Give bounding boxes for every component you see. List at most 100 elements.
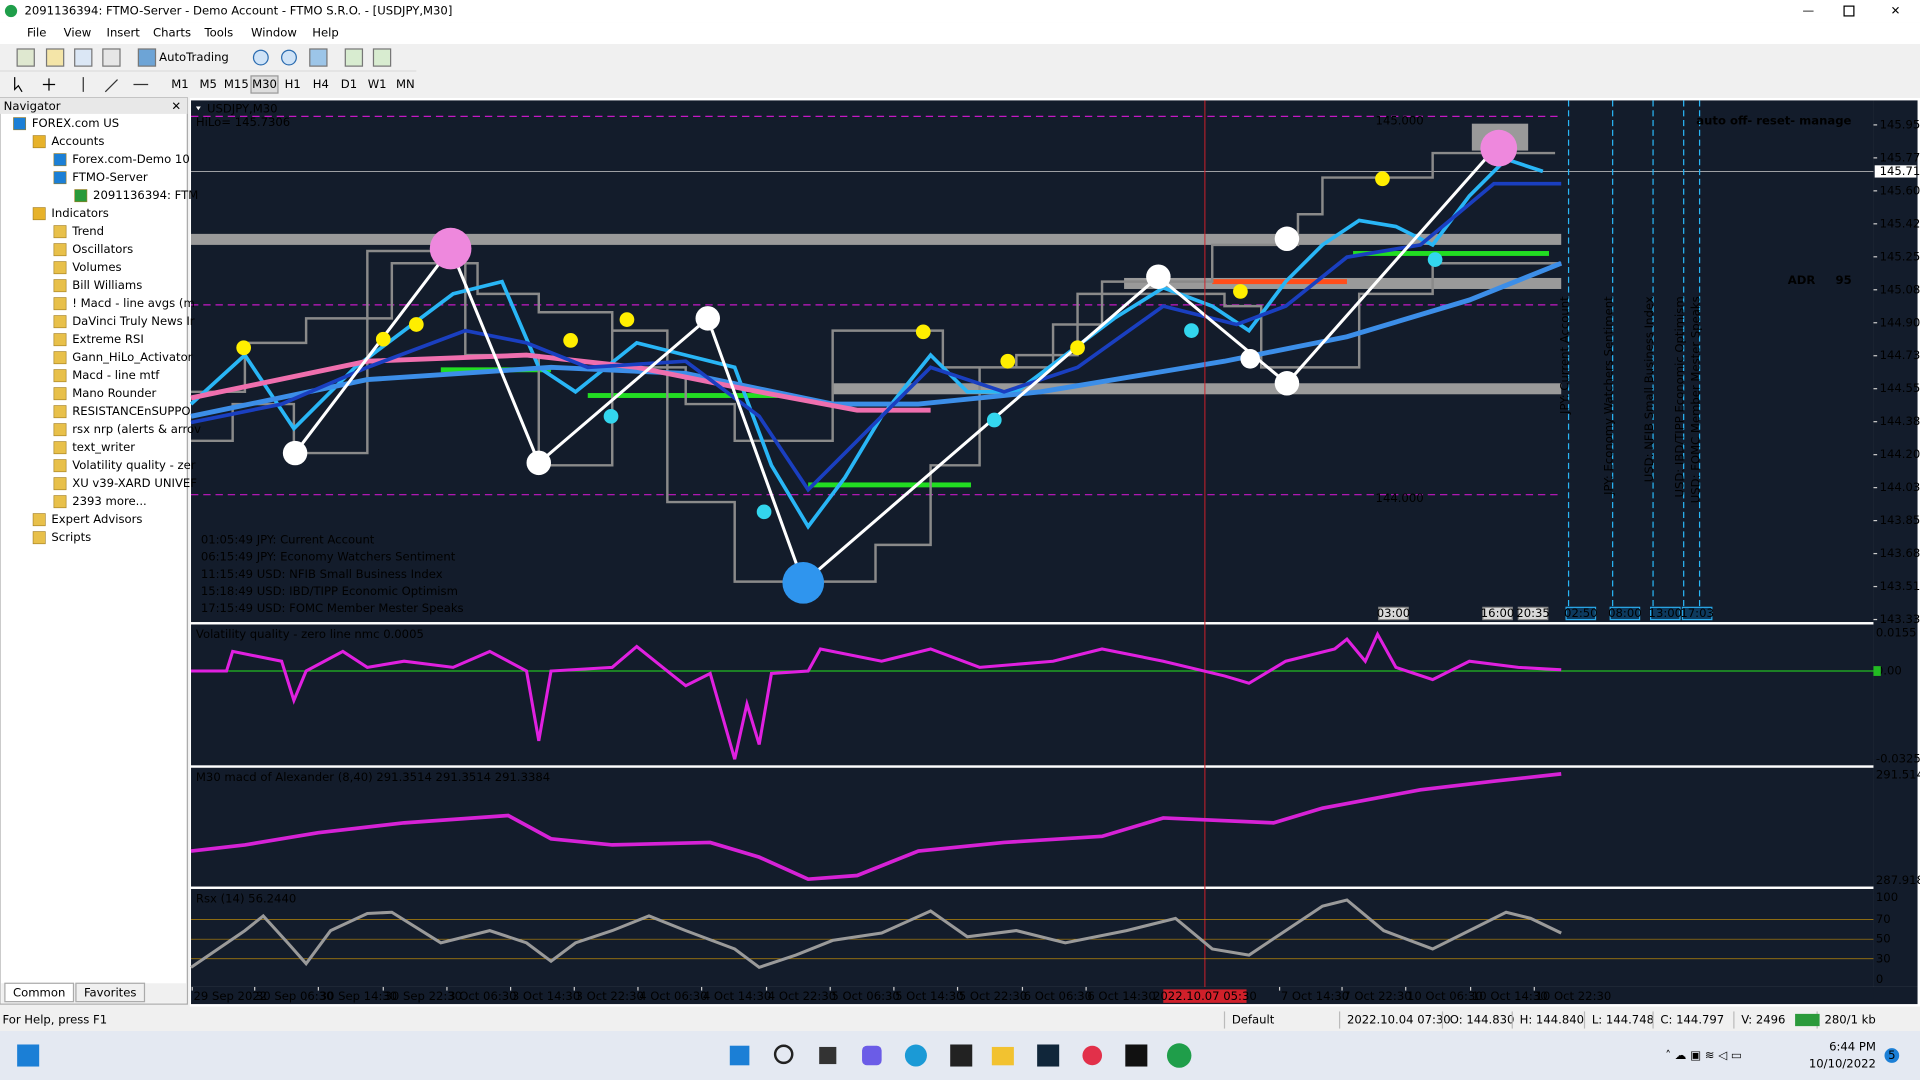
timeframe-button[interactable]: H1 bbox=[285, 77, 301, 91]
tree-item[interactable]: Forex.com-Demo 10 bbox=[72, 152, 189, 166]
tree-icon bbox=[53, 495, 67, 509]
timeframe-button[interactable]: M15 bbox=[224, 77, 249, 91]
tree-item[interactable]: Extreme RSI bbox=[72, 332, 144, 346]
tree-item[interactable]: Macd - line mtf bbox=[72, 368, 160, 382]
circle bbox=[1480, 129, 1518, 167]
tree-item[interactable]: RESISTANCEnSUPPO bbox=[72, 404, 190, 418]
event-label: USD: FOMC Member Mester Speaks bbox=[1688, 296, 1702, 503]
navigator-close[interactable]: ✕ bbox=[171, 99, 181, 113]
menu-item[interactable]: View bbox=[64, 26, 92, 40]
tree-item[interactable]: Oscillators bbox=[72, 242, 133, 256]
close[interactable]: ✕ bbox=[1891, 4, 1901, 18]
tree-item[interactable]: Scripts bbox=[51, 530, 91, 544]
taskbar-icons[interactable] bbox=[17, 1043, 1900, 1068]
price-label: 143.510 bbox=[1880, 579, 1920, 593]
price-label: 144.905 bbox=[1880, 315, 1920, 329]
tree-item[interactable]: Gann_HiLo_Activator bbox=[72, 350, 192, 364]
time-label: 10 Oct 14:30 bbox=[1472, 989, 1548, 1003]
volatility-panel bbox=[191, 624, 1874, 766]
circle bbox=[619, 312, 635, 327]
event-time-box bbox=[1565, 606, 1597, 621]
time-label: 6 Oct 14:30 bbox=[1087, 989, 1155, 1003]
minimize[interactable]: — bbox=[1802, 4, 1814, 18]
time-label: 5 Oct 22:30 bbox=[959, 989, 1027, 1003]
tree-icon bbox=[53, 279, 67, 293]
tree-item[interactable]: Volumes bbox=[72, 260, 121, 274]
adr-value: 95 bbox=[1836, 273, 1852, 287]
tree-icon bbox=[53, 369, 67, 383]
tree-item[interactable]: rsx nrp (alerts & arrov bbox=[72, 422, 201, 436]
menu-item[interactable]: Tools bbox=[203, 26, 233, 40]
menu-item[interactable]: Window bbox=[251, 26, 297, 40]
tree-item[interactable]: DaVinci Truly News Ir bbox=[72, 314, 195, 328]
autotrading-button[interactable]: AutoTrading bbox=[159, 50, 229, 64]
event-time: 08:00 bbox=[1608, 606, 1642, 620]
event-time-box bbox=[1482, 606, 1513, 621]
rect bbox=[137, 48, 157, 67]
tree-icon bbox=[53, 477, 67, 491]
tree-item[interactable]: XU v39-XARD UNIVEF bbox=[72, 476, 197, 490]
timeframe-button[interactable]: W1 bbox=[368, 77, 387, 91]
price-label: 143.855 bbox=[1880, 513, 1920, 527]
vq-zero-box bbox=[1873, 666, 1881, 676]
rect bbox=[191, 233, 1562, 245]
tree-item[interactable]: Accounts bbox=[51, 134, 104, 148]
circle bbox=[429, 227, 472, 270]
timeframe-button[interactable]: M30 bbox=[252, 77, 277, 91]
status-field: H: 144.840 bbox=[1520, 1013, 1584, 1027]
time-label: 5 Oct 14:30 bbox=[895, 989, 963, 1003]
time-label: 3 Oct 14:30 bbox=[512, 989, 580, 1003]
path bbox=[42, 78, 56, 91]
tree-item[interactable]: 2393 more... bbox=[72, 494, 146, 508]
timeframe-button[interactable]: M1 bbox=[171, 77, 188, 91]
tree-item[interactable]: 2091136394: FTM bbox=[93, 188, 198, 202]
rect bbox=[729, 1045, 750, 1066]
time-label: 30 Sep 06:30 bbox=[256, 989, 334, 1003]
news-item: 06:15:49 JPY: Economy Watchers Sentiment bbox=[201, 550, 456, 564]
tree-item[interactable]: Mano Rounder bbox=[72, 386, 156, 400]
current-price-box bbox=[1874, 165, 1917, 178]
maximize[interactable] bbox=[1843, 5, 1855, 17]
rsx-levels bbox=[191, 919, 1874, 960]
timeframe-active bbox=[250, 75, 279, 94]
rect bbox=[102, 48, 121, 67]
tree-item[interactable]: FTMO-Server bbox=[72, 170, 148, 184]
menu-item[interactable]: Insert bbox=[107, 26, 141, 40]
menu-item[interactable]: File bbox=[27, 26, 46, 40]
circle bbox=[408, 317, 424, 332]
event-time: 17:03 bbox=[1680, 606, 1714, 620]
circle bbox=[1427, 252, 1443, 267]
chart bbox=[189, 100, 1918, 1005]
tab-label[interactable]: Favorites bbox=[84, 986, 137, 1000]
menu-item[interactable]: Help bbox=[312, 26, 339, 40]
tab[interactable] bbox=[4, 982, 75, 1003]
price-path bbox=[189, 157, 1544, 530]
tree-item[interactable]: Expert Advisors bbox=[51, 512, 142, 526]
menu-item[interactable]: Charts bbox=[153, 26, 191, 40]
current-price: 145.710 bbox=[1880, 164, 1920, 178]
circle bbox=[1274, 226, 1300, 252]
tab[interactable] bbox=[75, 982, 146, 1003]
tree-icon bbox=[53, 315, 67, 329]
timeframe-button[interactable]: MN bbox=[396, 77, 415, 91]
tree-item[interactable]: Trend bbox=[71, 224, 104, 238]
price-label: 144.030 bbox=[1880, 480, 1920, 494]
tree-item[interactable]: ! Macd - line avgs (m bbox=[72, 296, 195, 310]
tree-item[interactable]: Volatility quality - zer bbox=[72, 458, 196, 472]
circle bbox=[695, 306, 720, 331]
tree-item[interactable]: FOREX.com US bbox=[32, 116, 119, 130]
timeframe-button[interactable]: M5 bbox=[199, 77, 216, 91]
timeframe-button[interactable]: H4 bbox=[313, 77, 329, 91]
circle bbox=[1166, 1043, 1192, 1068]
timeframe-button[interactable]: D1 bbox=[341, 77, 357, 91]
event-lines bbox=[1567, 100, 1701, 619]
tree-item[interactable]: text_writer bbox=[72, 440, 135, 454]
tree-item[interactable]: Bill Williams bbox=[72, 278, 142, 292]
panel-title: M30 macd of Alexander (8,40) 291.3514 29… bbox=[196, 770, 550, 784]
news-item: 01:05:49 JPY: Current Account bbox=[201, 533, 375, 547]
tab-label[interactable]: Common bbox=[13, 986, 65, 1000]
path bbox=[82, 77, 149, 93]
price-label: 143.680 bbox=[1880, 546, 1920, 560]
circle bbox=[236, 340, 252, 356]
tree-item[interactable]: Indicators bbox=[51, 206, 108, 220]
